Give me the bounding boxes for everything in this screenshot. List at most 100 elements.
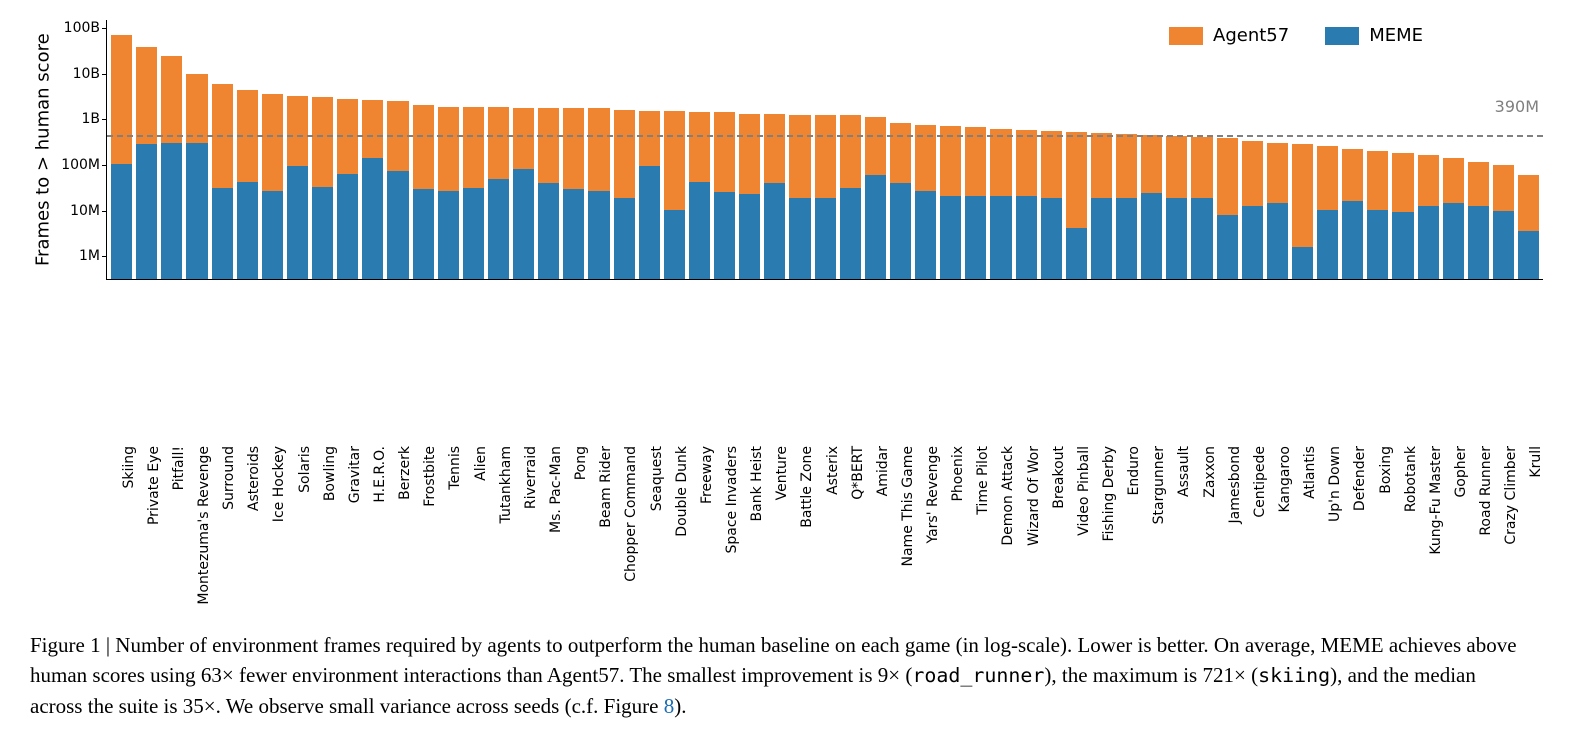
- bar-segment-agent57: [1217, 138, 1238, 215]
- bar-slot: [186, 20, 207, 279]
- x-label-slot: Alien: [462, 440, 483, 600]
- bar-slot: [438, 20, 459, 279]
- bar-slot: [161, 20, 182, 279]
- x-label-slot: Zaxxon: [1191, 440, 1212, 600]
- y-tick: 100B: [64, 20, 100, 36]
- bar-slot: [915, 20, 936, 279]
- x-label-slot: Surround: [211, 440, 232, 600]
- bar-slot: [1418, 20, 1439, 279]
- bar-segment-agent57: [513, 108, 534, 168]
- bar-segment-agent57: [438, 107, 459, 191]
- x-label-slot: Pitfall!: [160, 440, 181, 600]
- bar-segment-meme: [186, 143, 207, 279]
- bar-segment-agent57: [287, 96, 308, 166]
- bar-segment-meme: [1342, 201, 1363, 279]
- bar-segment-agent57: [965, 127, 986, 196]
- x-label-slot: Tennis: [437, 440, 458, 600]
- bar-slot: [387, 20, 408, 279]
- y-tick: 1B: [81, 111, 100, 127]
- x-label-slot: Battle Zone: [789, 440, 810, 600]
- bar-segment-agent57: [1041, 131, 1062, 198]
- bars-container: [107, 20, 1543, 279]
- bar-segment-agent57: [990, 129, 1011, 196]
- x-label-slot: Road Runner: [1468, 440, 1489, 600]
- x-label-slot: Fishing Derby: [1090, 440, 1111, 600]
- bar-segment-meme: [689, 182, 710, 279]
- x-label-slot: Atlantis: [1292, 440, 1313, 600]
- y-tick: 1M: [79, 248, 100, 264]
- x-label-slot: Defender: [1342, 440, 1363, 600]
- x-label-slot: Venture: [764, 440, 785, 600]
- x-label-slot: Jamesbond: [1216, 440, 1237, 600]
- x-label-slot: Q*BERT: [839, 440, 860, 600]
- x-label-slot: Wizard Of Wor: [1015, 440, 1036, 600]
- x-label-slot: Boxing: [1367, 440, 1388, 600]
- x-label-slot: Double Dunk: [663, 440, 684, 600]
- x-label-slot: H.E.R.O.: [361, 440, 382, 600]
- x-label-slot: Berzerk: [387, 440, 408, 600]
- x-label-slot: Yars' Revenge: [915, 440, 936, 600]
- bar-segment-meme: [513, 169, 534, 279]
- bar-segment-meme: [1166, 198, 1187, 279]
- bar-segment-meme: [1518, 231, 1539, 279]
- bar-segment-agent57: [362, 100, 383, 158]
- x-label-slot: Space Invaders: [713, 440, 734, 600]
- x-label-slot: Kung-Fu Master: [1417, 440, 1438, 600]
- bar-slot: [739, 20, 760, 279]
- bar-segment-meme: [1066, 228, 1087, 279]
- x-label-slot: Private Eye: [135, 440, 156, 600]
- bar-slot: [136, 20, 157, 279]
- bar-segment-agent57: [1267, 143, 1288, 203]
- x-label-slot: Solaris: [286, 440, 307, 600]
- bar-slot: [1292, 20, 1313, 279]
- bar-segment-meme: [815, 198, 836, 279]
- bar-segment-meme: [865, 175, 886, 279]
- bar-segment-meme: [1267, 203, 1288, 279]
- bar-segment-agent57: [563, 108, 584, 189]
- bar-slot: [413, 20, 434, 279]
- bar-segment-agent57: [1242, 141, 1263, 206]
- bar-slot: [815, 20, 836, 279]
- legend: Agent57MEME: [1169, 25, 1423, 46]
- chart-area: Frames to > human score 1M10M100M1B10B10…: [30, 20, 1543, 440]
- legend-item: Agent57: [1169, 25, 1289, 46]
- x-label-slot: Assault: [1166, 440, 1187, 600]
- bar-segment-meme: [1493, 211, 1514, 279]
- x-label-slot: Krull: [1518, 440, 1539, 600]
- bar-slot: [890, 20, 911, 279]
- bar-slot: [1066, 20, 1087, 279]
- bar-segment-meme: [1091, 198, 1112, 279]
- bar-segment-meme: [1242, 206, 1263, 279]
- bar-segment-meme: [563, 189, 584, 279]
- x-label-slot: Robotank: [1392, 440, 1413, 600]
- legend-swatch: [1325, 27, 1359, 45]
- bar-segment-meme: [488, 179, 509, 279]
- bar-segment-meme: [1191, 198, 1212, 279]
- x-label-slot: Video Pinball: [1065, 440, 1086, 600]
- bar-segment-agent57: [1141, 135, 1162, 192]
- bar-segment-meme: [161, 143, 182, 279]
- bar-segment-agent57: [1066, 132, 1087, 228]
- bar-slot: [689, 20, 710, 279]
- bar-slot: [1443, 20, 1464, 279]
- bar-segment-meme: [287, 166, 308, 279]
- y-axis-ticks: 1M10M100M1B10B100B: [56, 20, 106, 280]
- bar-segment-agent57: [789, 115, 810, 198]
- bar-segment-meme: [337, 174, 358, 279]
- bar-segment-agent57: [136, 47, 157, 144]
- bar-segment-agent57: [488, 107, 509, 179]
- bar-slot: [513, 20, 534, 279]
- bar-slot: [488, 20, 509, 279]
- bar-segment-meme: [915, 191, 936, 279]
- bar-slot: [764, 20, 785, 279]
- bar-slot: [614, 20, 635, 279]
- bar-slot: [1342, 20, 1363, 279]
- bar-segment-agent57: [1367, 151, 1388, 210]
- x-label-slot: Seaquest: [638, 440, 659, 600]
- bar-slot: [588, 20, 609, 279]
- bar-slot: [1016, 20, 1037, 279]
- x-label-slot: Gravitar: [336, 440, 357, 600]
- bar-slot: [965, 20, 986, 279]
- bar-slot: [714, 20, 735, 279]
- bar-slot: [1468, 20, 1489, 279]
